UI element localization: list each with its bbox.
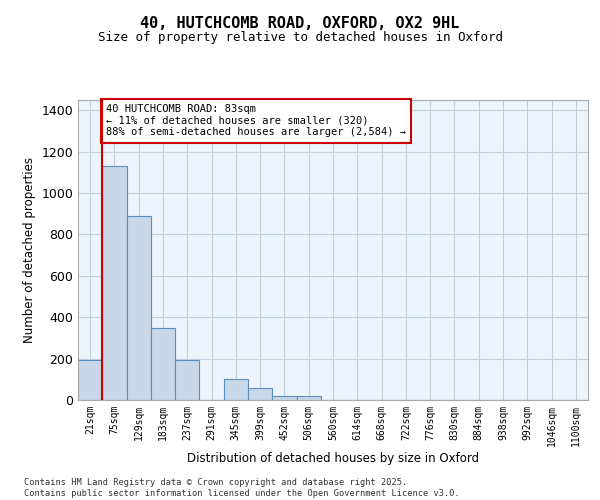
Bar	[102, 166, 127, 400]
Bar	[296, 396, 321, 400]
Bar	[175, 360, 199, 400]
Y-axis label: Number of detached properties: Number of detached properties	[23, 157, 36, 343]
Bar	[248, 388, 272, 400]
Bar	[224, 380, 248, 400]
Text: Size of property relative to detached houses in Oxford: Size of property relative to detached ho…	[97, 31, 503, 44]
Bar	[127, 216, 151, 400]
X-axis label: Distribution of detached houses by size in Oxford: Distribution of detached houses by size …	[187, 452, 479, 464]
Bar	[151, 328, 175, 400]
Bar	[272, 396, 296, 400]
Text: 40, HUTCHCOMB ROAD, OXFORD, OX2 9HL: 40, HUTCHCOMB ROAD, OXFORD, OX2 9HL	[140, 16, 460, 31]
Text: 40 HUTCHCOMB ROAD: 83sqm
← 11% of detached houses are smaller (320)
88% of semi-: 40 HUTCHCOMB ROAD: 83sqm ← 11% of detach…	[106, 104, 406, 138]
Text: Contains HM Land Registry data © Crown copyright and database right 2025.
Contai: Contains HM Land Registry data © Crown c…	[24, 478, 460, 498]
Bar	[78, 360, 102, 400]
